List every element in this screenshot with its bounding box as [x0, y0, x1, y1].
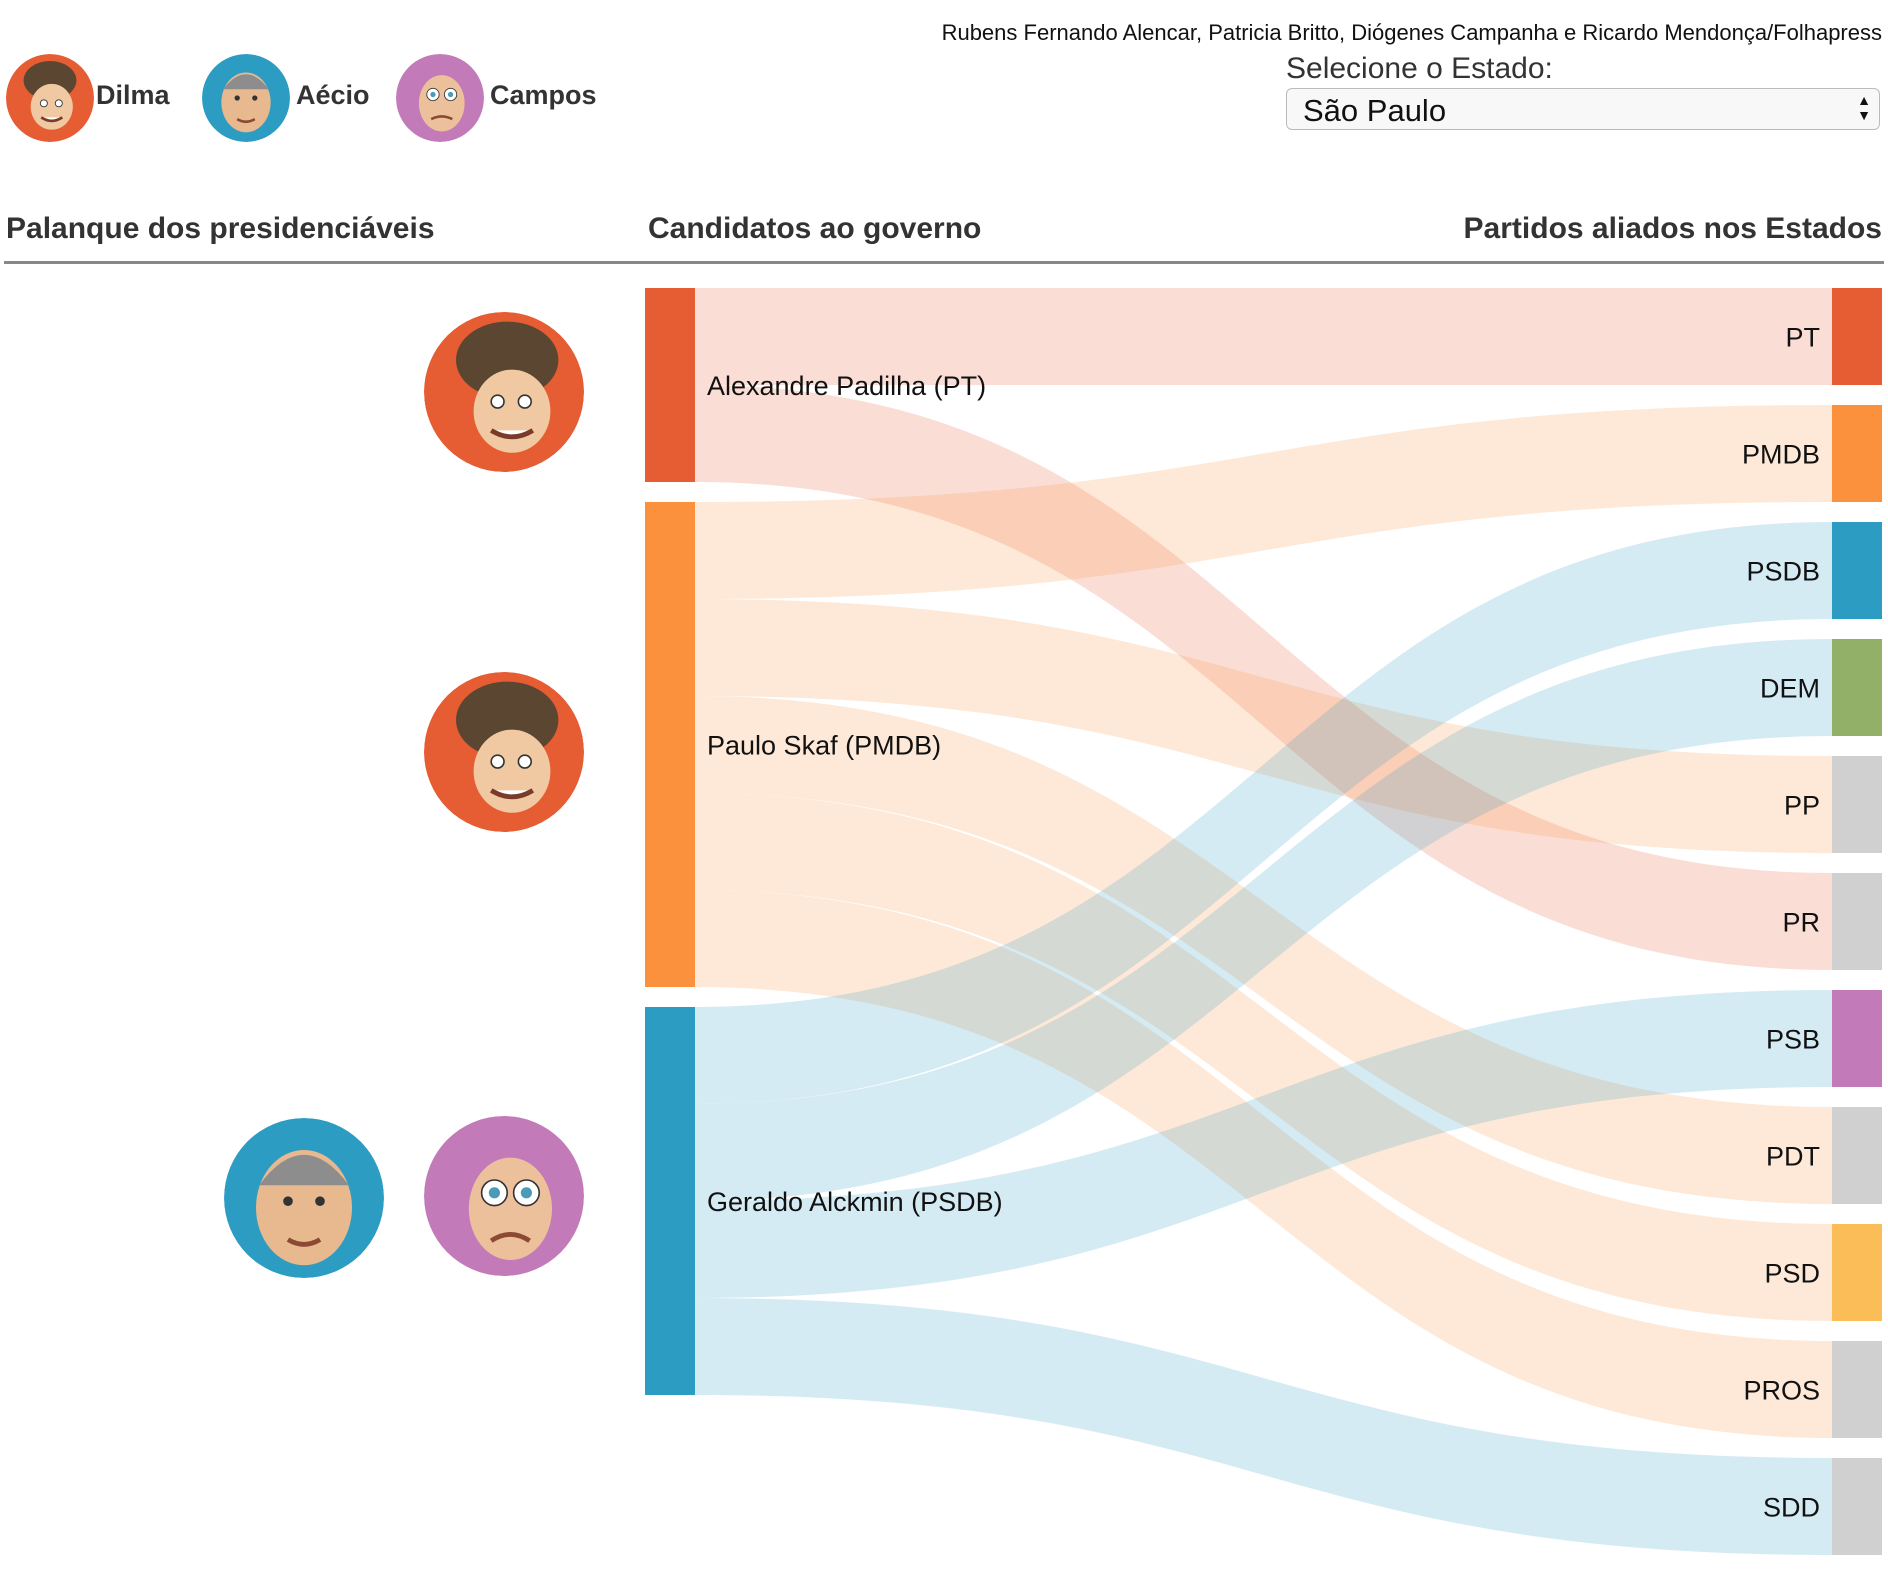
- credits-text: Rubens Fernando Alencar, Patricia Britto…: [941, 20, 1882, 45]
- party-node[interactable]: [1832, 873, 1882, 970]
- party-label: PSB: [1766, 1025, 1820, 1055]
- dilma-caricature-icon: [6, 54, 94, 142]
- party-node[interactable]: [1832, 1458, 1882, 1555]
- aecio-caricature-icon: [202, 54, 290, 142]
- party-node[interactable]: [1832, 990, 1882, 1087]
- party-label: DEM: [1760, 674, 1820, 704]
- flow-link[interactable]: [695, 696, 1832, 1204]
- dilma-caricature-icon: [424, 672, 584, 832]
- party-label: PROS: [1743, 1376, 1820, 1406]
- legend-label-aecio: Aécio: [296, 80, 370, 110]
- flow-link[interactable]: [695, 890, 1832, 1438]
- flow-link[interactable]: [695, 522, 1832, 1104]
- flow-link[interactable]: [695, 385, 1832, 970]
- flow-link[interactable]: [695, 990, 1832, 1298]
- flow-link[interactable]: [695, 639, 1832, 1201]
- party-label: SDD: [1763, 1493, 1820, 1523]
- flow-link[interactable]: [695, 288, 1832, 385]
- party-label: PSDB: [1746, 557, 1820, 587]
- party-label: PSD: [1764, 1259, 1820, 1289]
- candidate-label: Geraldo Alckmin (PSDB): [707, 1187, 1003, 1217]
- column-heading-presidential: Palanque dos presidenciáveis: [6, 212, 435, 245]
- column-heading-parties: Partidos aliados nos Estados: [1463, 212, 1882, 245]
- candidate-node[interactable]: [645, 1007, 695, 1395]
- party-label: PDT: [1766, 1142, 1820, 1172]
- column-heading-governor: Candidatos ao governo: [648, 212, 982, 245]
- aecio-caricature-icon: [224, 1118, 384, 1278]
- candidate-label: Alexandre Padilha (PT): [707, 371, 986, 401]
- party-node[interactable]: [1832, 639, 1882, 736]
- flow-link[interactable]: [695, 599, 1832, 853]
- campos-caricature-icon: [396, 54, 484, 142]
- candidate-label: Paulo Skaf (PMDB): [707, 731, 941, 761]
- party-node[interactable]: [1832, 1341, 1882, 1438]
- flow-link[interactable]: [695, 405, 1832, 599]
- party-node[interactable]: [1832, 1107, 1882, 1204]
- dilma-caricature-icon: [424, 312, 584, 472]
- candidate-node[interactable]: [645, 502, 695, 987]
- party-node[interactable]: [1832, 522, 1882, 619]
- party-node[interactable]: [1832, 288, 1882, 385]
- party-node[interactable]: [1832, 405, 1882, 502]
- legend-label-campos: Campos: [490, 80, 597, 110]
- legend-label-dilma: Dilma: [96, 80, 170, 110]
- party-label: PMDB: [1742, 440, 1820, 470]
- party-label: PR: [1782, 908, 1820, 938]
- candidate-node[interactable]: [645, 288, 695, 482]
- party-label: PT: [1785, 323, 1820, 353]
- header-divider: [4, 261, 1884, 264]
- state-select-value: São Paulo: [1303, 93, 1447, 128]
- select-arrows-icon: ▲ ▼: [1857, 92, 1871, 123]
- party-label: PP: [1784, 791, 1820, 821]
- state-select-label: Selecione o Estado:: [1286, 52, 1553, 85]
- flow-link[interactable]: [695, 793, 1832, 1321]
- party-node[interactable]: [1832, 1224, 1882, 1321]
- campos-caricature-icon: [424, 1116, 584, 1276]
- party-node[interactable]: [1832, 756, 1882, 853]
- flow-link[interactable]: [695, 1298, 1832, 1555]
- state-select[interactable]: São Paulo ▲ ▼: [1286, 88, 1880, 130]
